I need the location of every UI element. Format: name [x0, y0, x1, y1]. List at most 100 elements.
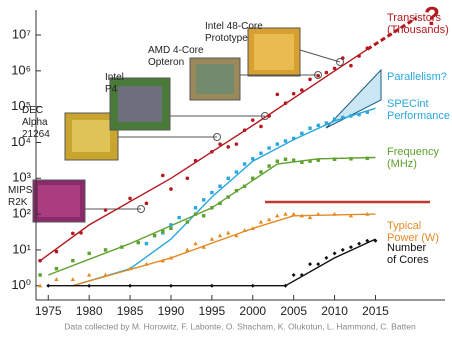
point: [283, 283, 288, 288]
y-tick-label: 10¹: [12, 241, 31, 256]
chip-image: [196, 64, 234, 94]
x-tick-label: 2010: [321, 304, 348, 318]
point: [103, 248, 108, 252]
point: [251, 176, 255, 180]
point: [299, 213, 305, 218]
point: [103, 208, 108, 212]
point: [234, 170, 239, 174]
point: [365, 238, 370, 243]
point: [185, 247, 190, 252]
trend-line: [48, 238, 376, 287]
point: [161, 229, 165, 234]
point: [120, 245, 124, 249]
point: [266, 217, 272, 222]
point: [283, 101, 288, 105]
legend-label: Number of Cores: [387, 242, 429, 266]
point: [307, 215, 313, 220]
point: [316, 211, 321, 216]
point: [87, 283, 92, 288]
point: [128, 283, 133, 288]
legend-label: Transistors (Thousands): [387, 12, 449, 36]
point: [71, 259, 75, 263]
point: [332, 66, 337, 71]
point: [267, 164, 271, 168]
y-tick-label: 10⁴: [11, 134, 31, 149]
leader-circle: [314, 71, 322, 79]
point: [79, 231, 83, 235]
point: [144, 201, 149, 206]
point: [259, 151, 263, 155]
y-tick-label: 10⁶: [11, 62, 31, 77]
point: [226, 176, 230, 180]
point: [332, 117, 337, 121]
point: [169, 223, 173, 227]
point: [340, 56, 345, 60]
point: [259, 170, 263, 174]
point: [46, 283, 51, 288]
point: [308, 262, 313, 267]
point: [267, 146, 271, 150]
point: [160, 258, 165, 263]
point: [251, 157, 255, 161]
point: [340, 247, 345, 252]
point: [54, 249, 59, 254]
x-tick-label: 1995: [199, 304, 226, 318]
point: [169, 226, 173, 231]
trend-line: [366, 16, 418, 51]
footer: Data collected by M. Horowitz, F. Labont…: [64, 321, 416, 331]
point: [218, 142, 222, 146]
x-tick-label: 2015: [362, 304, 389, 318]
point: [152, 233, 157, 238]
leader-circle: [336, 58, 344, 66]
point: [210, 206, 214, 210]
point: [365, 110, 369, 114]
point: [291, 272, 296, 277]
point: [283, 157, 288, 161]
point: [291, 211, 296, 216]
point: [324, 255, 329, 260]
point: [71, 231, 75, 236]
point: [193, 206, 198, 210]
point: [193, 212, 198, 216]
point: [54, 277, 59, 282]
point: [348, 245, 353, 250]
parallelism-label: Parallelism?: [387, 71, 447, 83]
chip-image: [118, 86, 162, 122]
point: [226, 230, 231, 235]
point: [259, 124, 263, 129]
point: [37, 283, 43, 288]
point: [324, 70, 329, 75]
point: [332, 251, 337, 256]
point: [348, 213, 354, 218]
x-tick-label: 1980: [76, 304, 103, 318]
point: [357, 112, 361, 117]
point: [291, 91, 296, 96]
chip-label: Intel P4: [105, 72, 124, 95]
trend-line: [72, 213, 376, 287]
chip-image: [72, 120, 110, 152]
x-tick-label: 1985: [117, 304, 144, 318]
point: [218, 184, 222, 188]
point: [283, 139, 288, 143]
point: [373, 238, 378, 243]
point: [300, 131, 304, 136]
point: [177, 215, 181, 220]
point: [291, 136, 296, 141]
point: [210, 190, 214, 195]
point: [86, 272, 92, 277]
point: [209, 236, 215, 241]
point: [300, 160, 304, 164]
point: [103, 272, 108, 277]
y-tick-label: 10⁵: [11, 98, 31, 113]
point: [169, 187, 173, 191]
chip-image: [254, 34, 294, 70]
point: [275, 159, 280, 163]
point: [201, 214, 206, 218]
point: [201, 198, 206, 202]
point: [185, 176, 190, 181]
point: [87, 251, 91, 256]
leader-line: [299, 49, 341, 63]
point: [160, 173, 165, 178]
point: [234, 142, 239, 146]
